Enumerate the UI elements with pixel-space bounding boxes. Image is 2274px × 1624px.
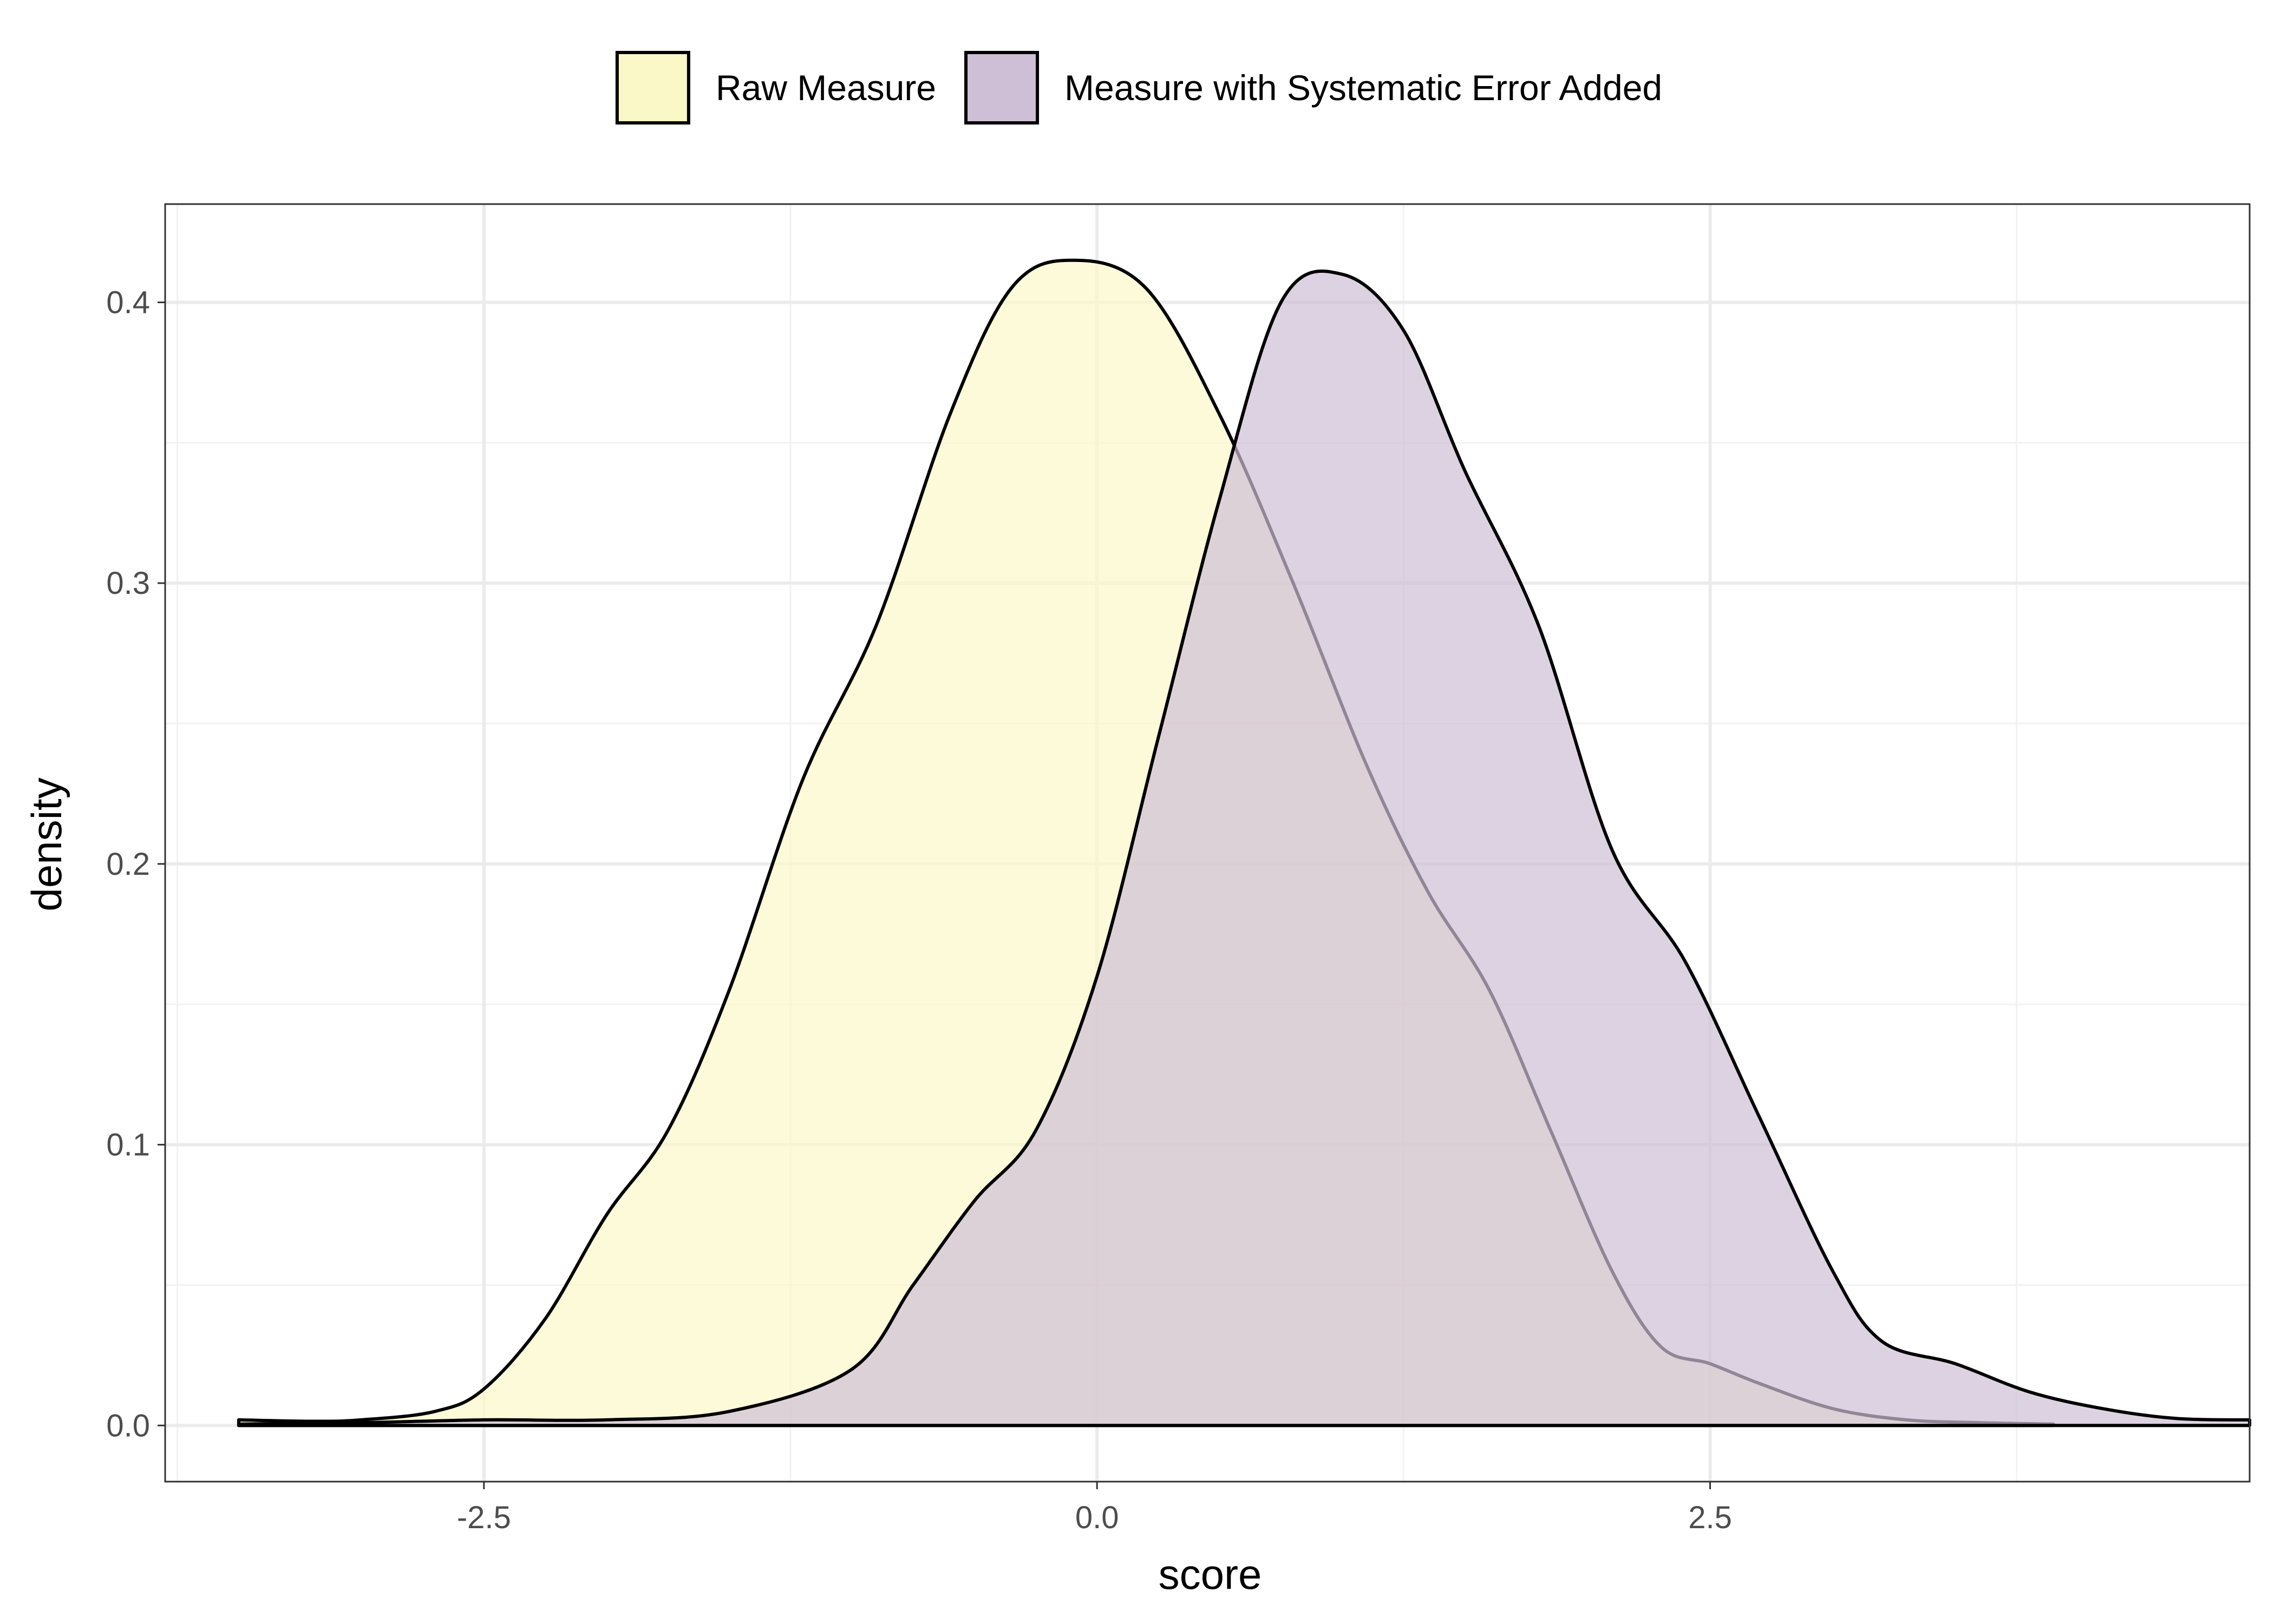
y-tick-label: 0.1 <box>106 1128 150 1163</box>
density-area-series-2 <box>238 271 2250 1426</box>
legend: Raw Measure Measure with Systematic Error… <box>615 51 1662 125</box>
legend-label-series-2: Measure with Systematic Error Added <box>1064 68 1662 108</box>
legend-key-series-2 <box>964 51 1040 125</box>
legend-label-series-1: Raw Measure <box>716 68 936 108</box>
x-axis: -2.5 0.0 2.5 <box>457 1482 1732 1535</box>
panel-border <box>164 203 2251 1483</box>
y-tick-label: 0.0 <box>106 1408 150 1443</box>
plot-panel <box>164 203 2251 1483</box>
legend-key-series-1 <box>615 51 690 125</box>
y-axis: 0.0 0.1 0.2 0.3 0.4 <box>106 285 165 1443</box>
y-tick-label: 0.3 <box>106 566 150 601</box>
x-tick-label: 2.5 <box>1688 1500 1732 1535</box>
y-tick-label: 0.2 <box>106 847 150 882</box>
density-line-series-2 <box>237 269 2251 1427</box>
x-tick-label: 0.0 <box>1075 1500 1119 1535</box>
y-tick-label: 0.4 <box>106 285 150 320</box>
x-tick-label: -2.5 <box>457 1500 511 1535</box>
x-axis-title: score <box>1159 1550 1262 1598</box>
y-axis-title: density <box>23 777 70 911</box>
